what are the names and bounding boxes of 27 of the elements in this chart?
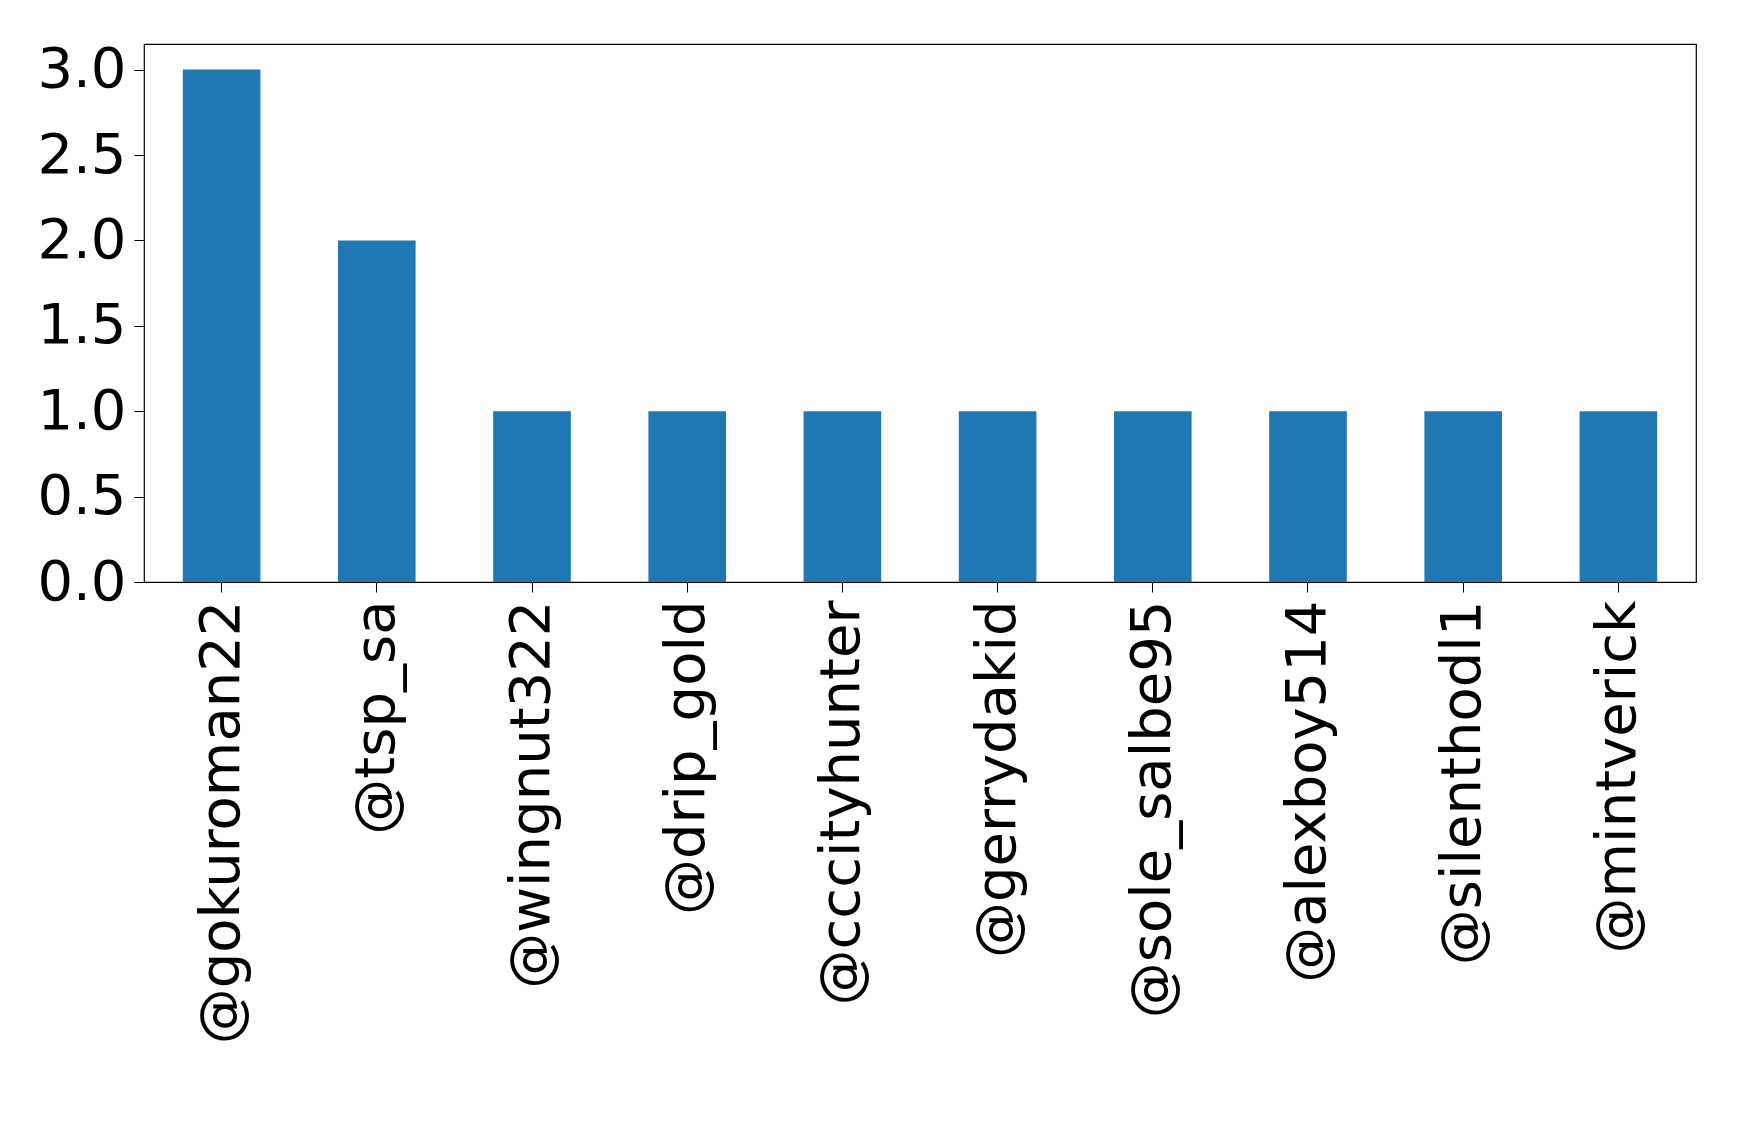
x-tick-label: @drip_gold bbox=[652, 600, 718, 916]
x-tick-label: @mintverick bbox=[1583, 599, 1649, 954]
x-tick-label: @tsp_sa bbox=[341, 600, 407, 835]
x-tick-label: @alexboy514 bbox=[1273, 600, 1338, 983]
y-tick-label: 3.0 bbox=[37, 35, 127, 101]
bar bbox=[803, 411, 882, 582]
y-tick-label: 2.0 bbox=[37, 205, 127, 271]
y-tick-label: 1.0 bbox=[37, 376, 127, 442]
bar bbox=[958, 411, 1037, 582]
bar bbox=[1114, 411, 1192, 582]
x-tick-label: @silenthodl1 bbox=[1428, 600, 1494, 966]
y-tick-label: 0.0 bbox=[37, 547, 127, 613]
x-tick-label: @gerrydakid bbox=[962, 600, 1028, 959]
bar bbox=[1424, 411, 1502, 582]
x-tick-label: @sole_salbe95 bbox=[1117, 600, 1183, 1019]
bar bbox=[648, 411, 726, 582]
bar bbox=[338, 240, 416, 582]
bar bbox=[1269, 411, 1347, 582]
x-tick-label: @wingnut322 bbox=[497, 600, 562, 989]
x-tick-label: @gokuroman22 bbox=[186, 600, 252, 1045]
bar bbox=[1579, 411, 1658, 582]
y-tick-label: 2.5 bbox=[37, 120, 127, 186]
bar bbox=[493, 411, 571, 582]
y-tick-label: 1.5 bbox=[37, 291, 127, 357]
bar bbox=[182, 69, 261, 582]
x-tick-label: @cccityhunter bbox=[807, 599, 873, 1006]
y-tick-label: 0.5 bbox=[37, 462, 127, 528]
